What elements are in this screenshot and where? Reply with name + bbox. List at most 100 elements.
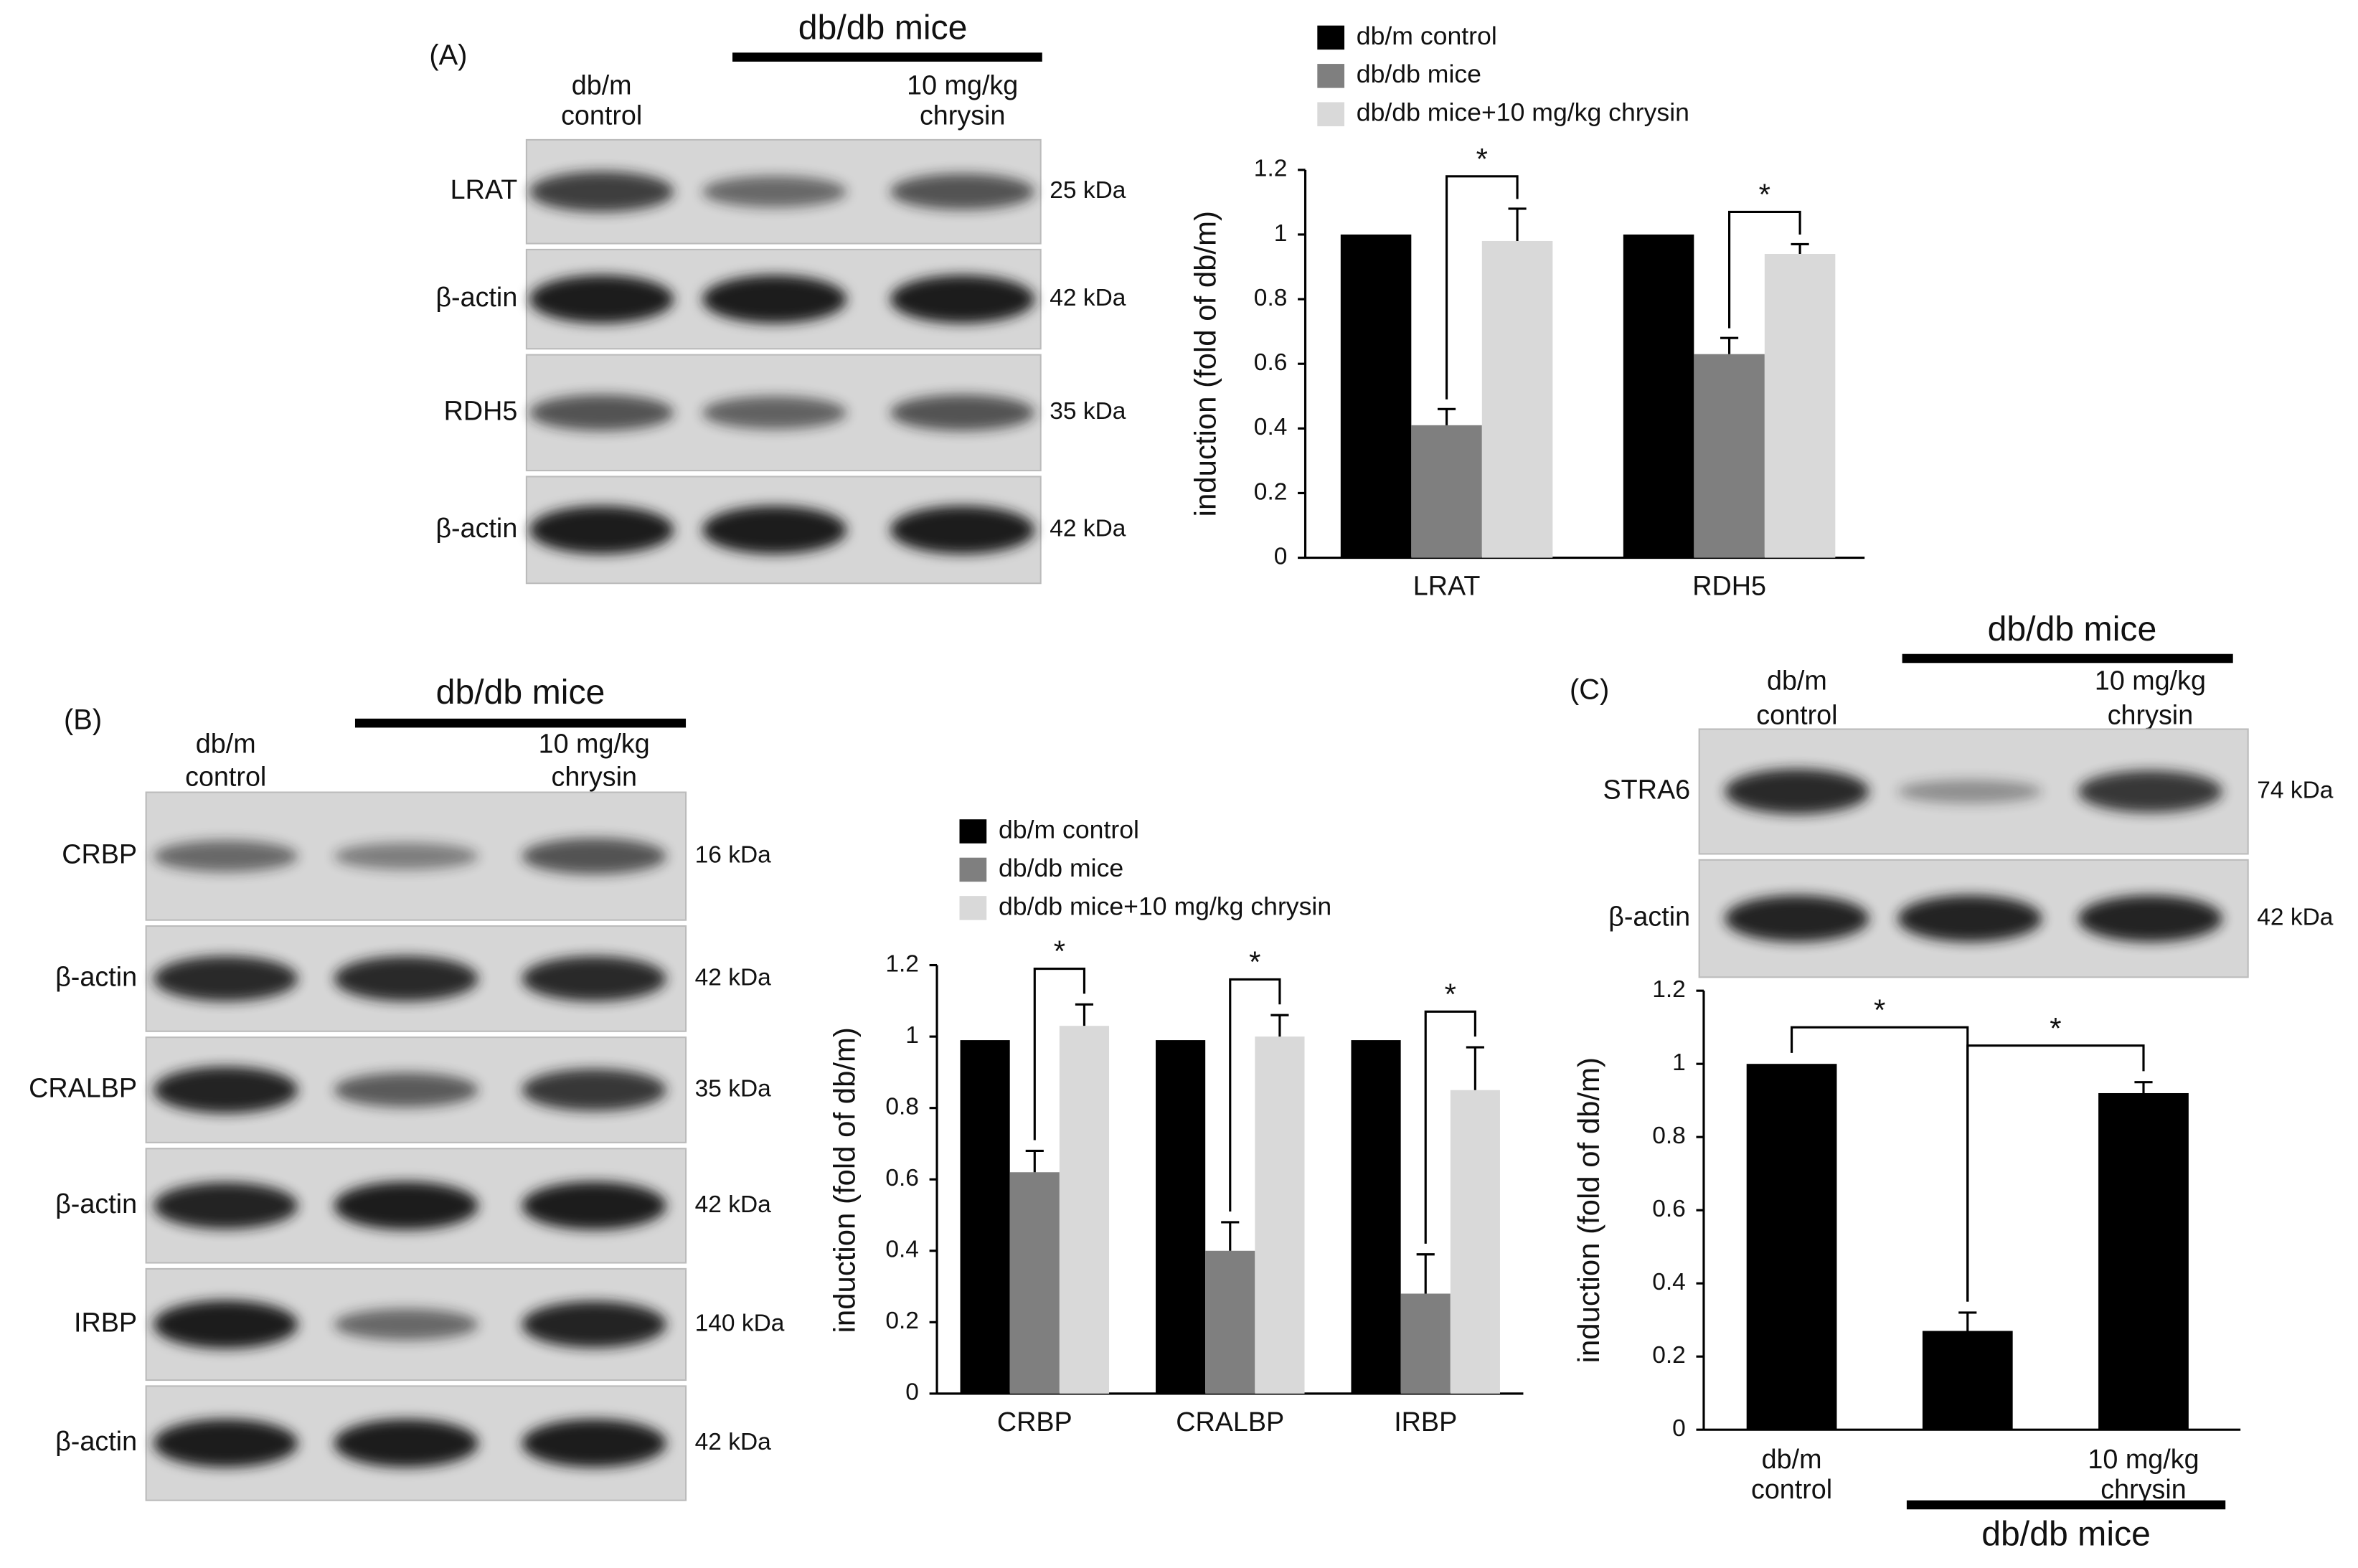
x-tick-label: 10 mg/kg: [2088, 1444, 2199, 1474]
lane-label: control: [1756, 700, 1837, 730]
blot-band: [522, 955, 666, 1001]
size-label: 35 kDa: [1050, 398, 1126, 425]
row-label: β-actin: [435, 513, 517, 543]
row-label: RDH5: [444, 395, 518, 425]
blot-band: [154, 1067, 298, 1113]
blot-band: [154, 1300, 298, 1349]
y-tick-label: 0: [1672, 1415, 1686, 1442]
bar: [2098, 1092, 2189, 1430]
error-bar: [1791, 242, 1809, 254]
size-label: 42 kDa: [1050, 285, 1126, 311]
bar: [1351, 1040, 1401, 1394]
legend-label: db/m control: [999, 815, 1139, 844]
legend-swatch: [959, 857, 987, 882]
blot-band: [334, 1308, 478, 1341]
bar: [1205, 1250, 1255, 1394]
panel-label: (A): [429, 39, 467, 71]
x-tick-label: IRBP: [1394, 1407, 1457, 1437]
row-label: β-actin: [55, 1426, 137, 1456]
lane-label: control: [561, 100, 642, 130]
legend-label: db/db mice+10 mg/kg chrysin: [1357, 98, 1689, 127]
error-bar: [2134, 1081, 2153, 1093]
row-label: STRA6: [1603, 774, 1691, 804]
panel-label: (C): [1570, 674, 1609, 706]
y-tick-label: 0.8: [1254, 285, 1288, 311]
blot-band: [154, 1419, 298, 1468]
y-tick-label: 0.2: [1254, 478, 1288, 505]
significance-bracket: [1033, 967, 1086, 1140]
legend-label: db/db mice+10 mg/kg chrysin: [999, 892, 1331, 920]
significance-bracket: [1229, 978, 1281, 1212]
y-tick-label: 0: [1274, 543, 1288, 570]
row-label: IRBP: [74, 1307, 137, 1337]
significance-bracket: [1445, 175, 1519, 400]
panel-label: (B): [64, 704, 102, 736]
size-label: 42 kDa: [695, 1191, 772, 1218]
legend-swatch: [1317, 64, 1345, 88]
group-bar: [1906, 1500, 2226, 1510]
row-label: CRBP: [62, 839, 137, 869]
group-bar: [1902, 653, 2233, 663]
size-label: 42 kDa: [2257, 904, 2334, 930]
y-tick-label: 0.8: [885, 1094, 919, 1120]
group-label: db/db mice: [1988, 610, 2157, 648]
size-label: 25 kDa: [1050, 177, 1126, 204]
blot-band: [890, 395, 1035, 431]
blot-band: [334, 955, 478, 1001]
blot-band: [1725, 895, 1869, 943]
y-axis-label: induction (fold of db/m): [1188, 211, 1222, 516]
lane-label: db/m: [196, 729, 256, 759]
bar: [1694, 354, 1765, 558]
x-tick-label: db/m: [1762, 1444, 1822, 1474]
legend-swatch: [959, 896, 987, 920]
significance-label: *: [1054, 935, 1065, 968]
bar: [1746, 1064, 1837, 1430]
error-bar: [1466, 1046, 1484, 1090]
bar: [1156, 1040, 1206, 1394]
size-label: 74 kDa: [2257, 777, 2334, 803]
blot-band: [334, 1072, 478, 1107]
group-label: db/db mice: [798, 9, 968, 47]
significance-label: *: [1759, 178, 1770, 212]
lane-label: chrysin: [551, 762, 636, 792]
y-tick-label: 0.6: [1652, 1196, 1686, 1222]
error-bar: [1075, 1003, 1094, 1026]
error-bar: [1221, 1221, 1240, 1251]
y-axis-label: induction (fold of db/m): [1572, 1057, 1605, 1363]
error-bar: [1025, 1149, 1044, 1173]
y-tick-label: 0.4: [885, 1237, 919, 1263]
row-label: β-actin: [55, 961, 137, 991]
bar: [1059, 1026, 1110, 1394]
legend-label: db/db mice: [1357, 60, 1481, 88]
blot-band: [522, 1419, 666, 1468]
y-tick-label: 1.2: [885, 950, 919, 977]
lane-label: 10 mg/kg: [907, 70, 1018, 100]
y-tick-label: 0.6: [1254, 349, 1288, 376]
x-tick-label: chrysin: [2100, 1474, 2186, 1504]
error-bar: [1416, 1253, 1435, 1294]
x-tick-label: RDH5: [1692, 570, 1766, 600]
blot-band: [890, 275, 1035, 323]
row-label: β-actin: [435, 282, 517, 312]
significance-bracket: [1728, 210, 1801, 329]
error-bar: [1270, 1014, 1289, 1037]
row-label: LRAT: [451, 174, 518, 204]
significance-label: *: [1874, 993, 1885, 1026]
blot-band: [529, 395, 674, 431]
bar: [1481, 240, 1553, 558]
blot-band: [1897, 780, 2042, 803]
bar: [1450, 1090, 1500, 1394]
lane-label: db/m: [1767, 665, 1827, 695]
blot-band: [702, 275, 847, 323]
blot-band: [334, 1181, 478, 1230]
size-label: 42 kDa: [695, 964, 772, 991]
bar: [960, 1040, 1010, 1394]
size-label: 16 kDa: [695, 841, 772, 868]
group-label: db/db mice: [1981, 1515, 2151, 1554]
blot-band: [522, 1181, 666, 1230]
blot-band: [154, 955, 298, 1001]
blot-band: [529, 506, 674, 554]
lane-label: 10 mg/kg: [2095, 665, 2206, 695]
